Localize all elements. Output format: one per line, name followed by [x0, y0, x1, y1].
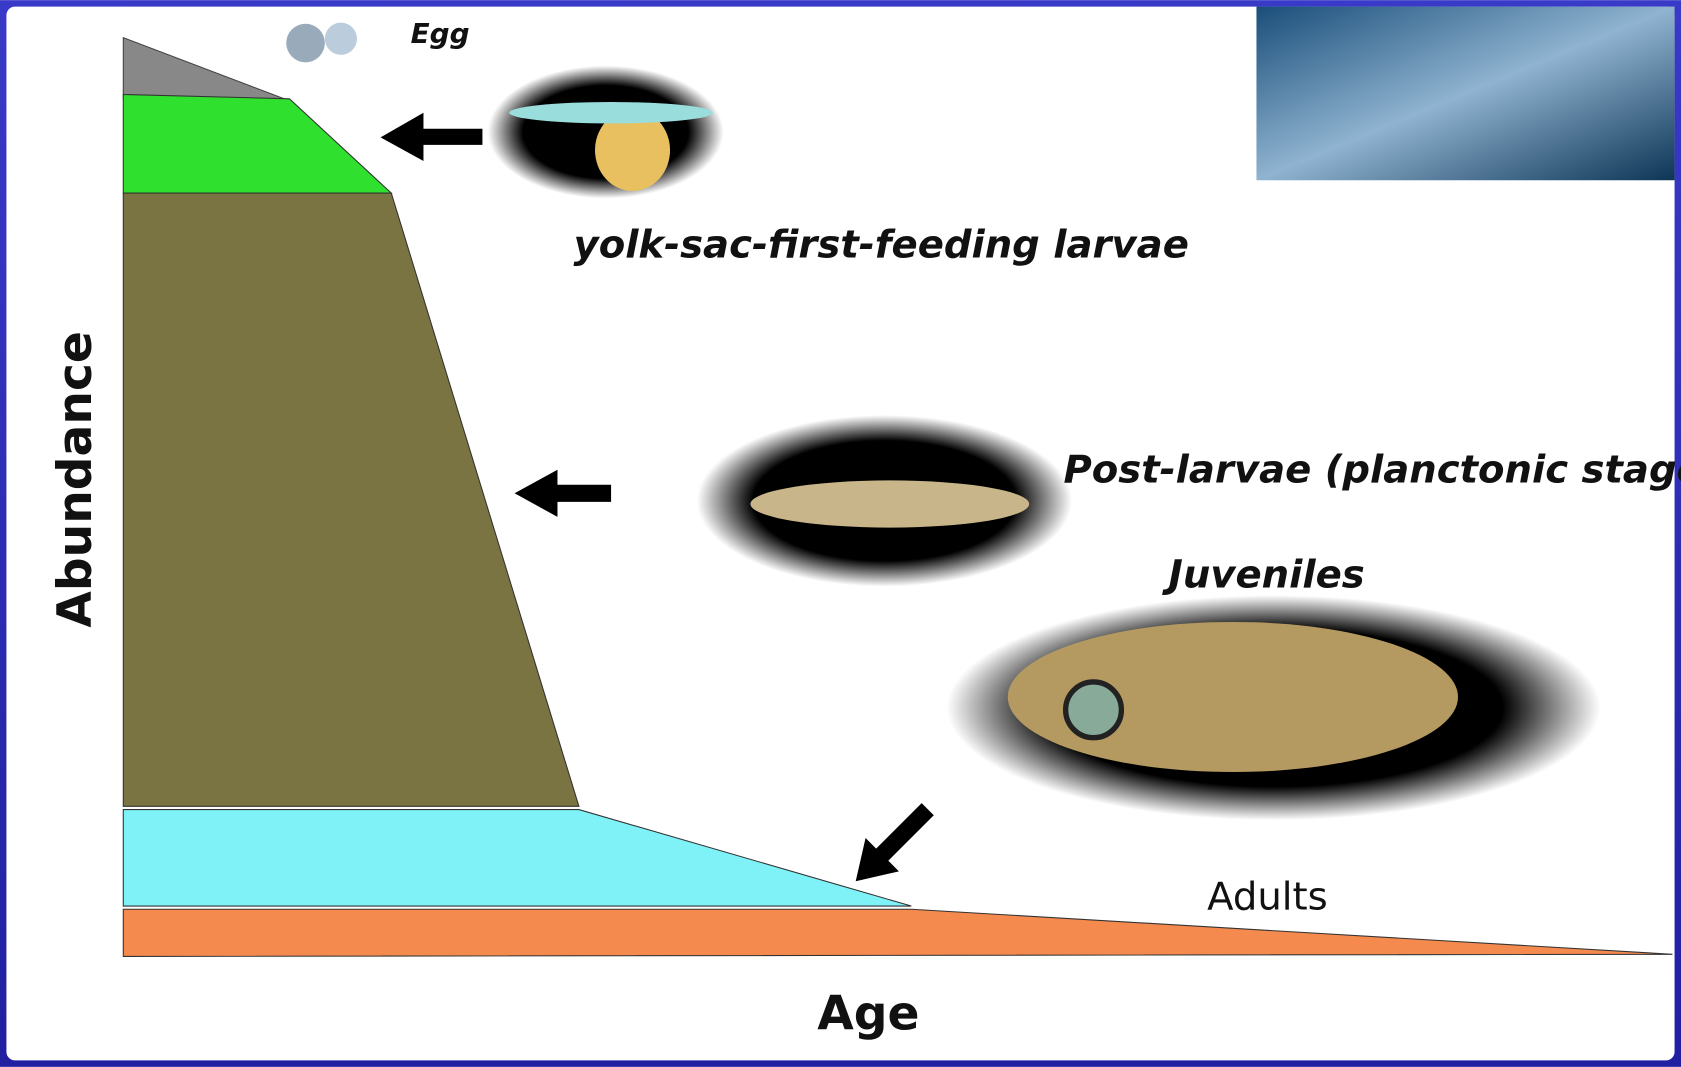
arrow	[855, 803, 934, 882]
x-axis-label: Age	[817, 986, 919, 1041]
egg-image	[286, 23, 325, 63]
post-larvae-area	[122, 192, 580, 807]
adults-label: Adults	[1207, 874, 1328, 919]
post-larvae-label: Post-larvae (planctonic stage)	[1063, 448, 1681, 493]
photo	[1256, 6, 1675, 181]
yolk-sac	[594, 109, 671, 191]
juvenile	[1007, 621, 1459, 773]
y-axis-label: Abundance	[48, 331, 103, 627]
yolk-label: yolk-sac-first-feeding larvae	[574, 222, 1189, 267]
juvenile-eye	[1062, 679, 1125, 741]
adult-area	[122, 908, 1673, 957]
egg-label: Egg	[411, 17, 470, 50]
arrow	[514, 469, 612, 517]
post-larva	[750, 480, 1030, 528]
juveniles-label: Juveniles	[1162, 553, 1365, 598]
egg-image	[324, 22, 357, 55]
arrow	[380, 112, 483, 161]
juvenile-area	[122, 809, 912, 907]
larva	[509, 101, 713, 124]
